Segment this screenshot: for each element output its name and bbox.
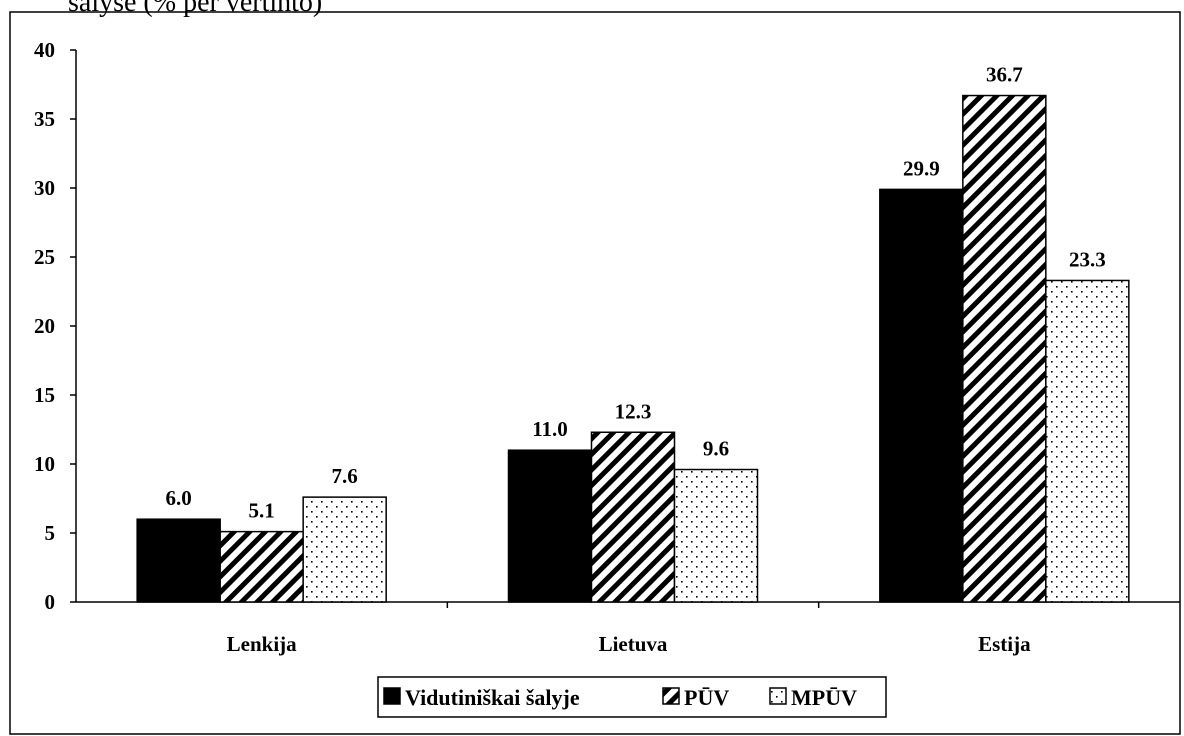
bars-group: 6.0 5.1 7.6 11.0 12.3 9.6 29.9 36.7 23.3 bbox=[136, 63, 1130, 603]
bar bbox=[1045, 279, 1130, 603]
y-tick-label: 40 bbox=[34, 38, 55, 62]
legend: Vidutiniškai šalyje PŪV MPŪV bbox=[377, 676, 887, 718]
data-label: 7.6 bbox=[332, 464, 358, 488]
data-label: 12.3 bbox=[615, 399, 652, 423]
legend-swatch bbox=[383, 687, 401, 705]
x-category-label: Lietuva bbox=[599, 632, 668, 656]
data-label: 5.1 bbox=[249, 499, 275, 523]
y-tick-label: 30 bbox=[34, 176, 55, 200]
data-label: 29.9 bbox=[903, 156, 940, 180]
bar bbox=[302, 496, 387, 603]
legend-swatch bbox=[662, 687, 680, 705]
y-tick-label: 25 bbox=[34, 245, 55, 269]
y-tick-label: 15 bbox=[34, 383, 55, 407]
bar bbox=[879, 188, 964, 603]
bar bbox=[673, 468, 759, 603]
x-category-label: Estija bbox=[978, 632, 1031, 656]
legend-swatch bbox=[769, 687, 787, 705]
bar bbox=[507, 449, 593, 603]
legend-box bbox=[377, 676, 887, 718]
data-label: 6.0 bbox=[166, 486, 192, 510]
x-category-label: Lenkija bbox=[227, 632, 298, 656]
bar bbox=[219, 530, 304, 603]
bar bbox=[962, 94, 1047, 603]
legend-label: Vidutiniškai šalyje bbox=[405, 685, 580, 710]
legend-label: MPŪV bbox=[791, 685, 857, 710]
legend-label: PŪV bbox=[684, 685, 729, 710]
y-tick-label: 10 bbox=[34, 452, 55, 476]
bar bbox=[590, 431, 676, 603]
chart-caption: šalyse (% per vertinto) bbox=[68, 0, 323, 18]
y-tick-label: 0 bbox=[45, 590, 56, 614]
chart-frame bbox=[9, 11, 1181, 735]
y-tick-label: 5 bbox=[45, 521, 56, 545]
data-label: 36.7 bbox=[986, 63, 1023, 87]
data-label: 9.6 bbox=[703, 437, 729, 461]
data-label: 11.0 bbox=[532, 417, 568, 441]
data-label: 23.3 bbox=[1069, 247, 1106, 271]
y-tick-label: 20 bbox=[34, 314, 55, 338]
y-tick-label: 35 bbox=[34, 107, 55, 131]
bar bbox=[136, 518, 221, 603]
